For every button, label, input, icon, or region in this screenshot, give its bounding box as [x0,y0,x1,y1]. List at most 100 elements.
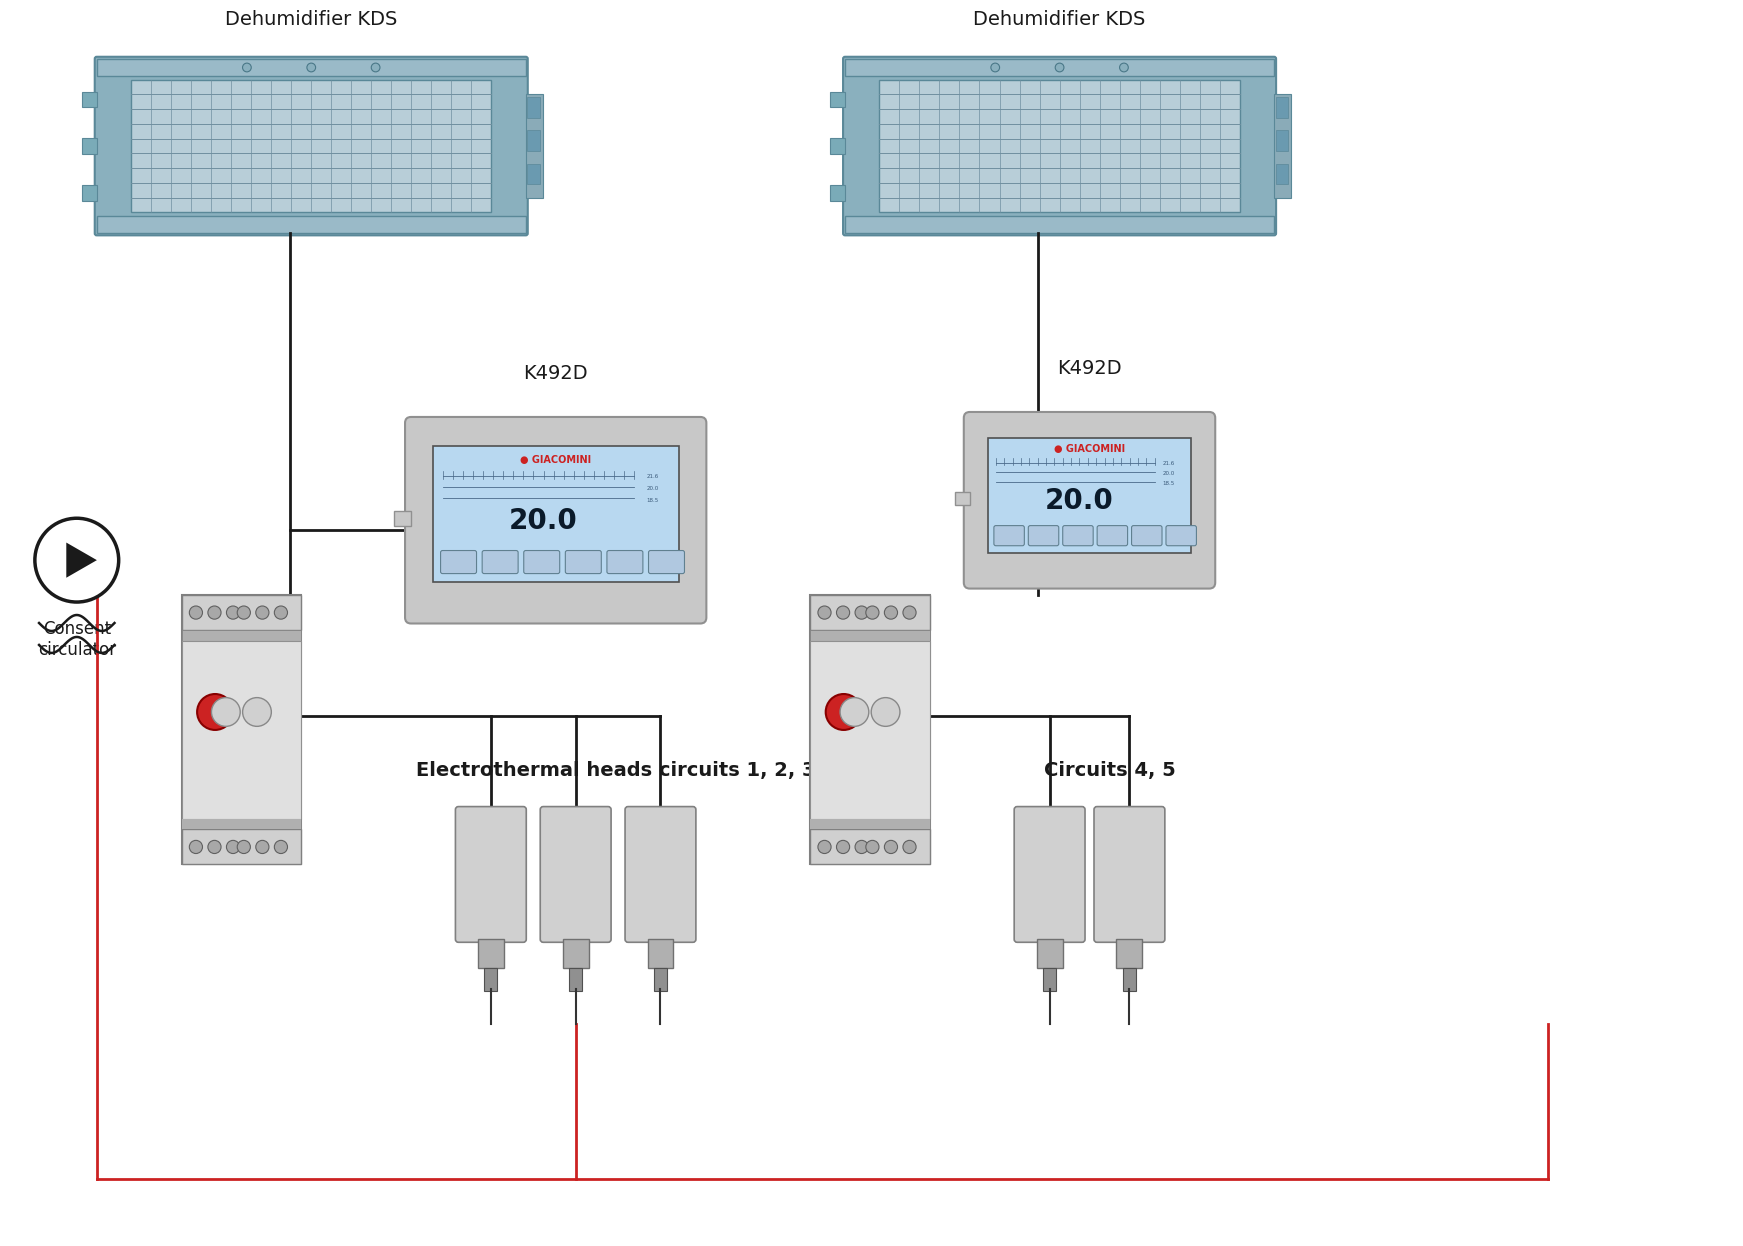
Bar [181,830,302,865]
FancyBboxPatch shape [441,551,476,573]
Text: Circuits 4, 5: Circuits 4, 5 [1044,760,1175,780]
FancyBboxPatch shape [1028,526,1058,546]
Circle shape [242,64,251,72]
Bar [810,819,929,830]
Circle shape [1119,64,1128,72]
Bar [181,630,302,640]
Circle shape [227,840,239,854]
Text: 18.5: 18.5 [647,498,659,503]
Bar [1117,939,1142,968]
Text: Dehumidifier KDS: Dehumidifier KDS [973,10,1145,29]
Text: 20.0: 20.0 [1046,487,1114,515]
Circle shape [837,840,849,854]
Bar [181,819,302,830]
Circle shape [242,698,272,726]
FancyBboxPatch shape [565,551,601,573]
Circle shape [256,840,268,854]
Bar [563,939,589,968]
Bar [570,968,582,991]
Text: K492D: K492D [1058,359,1122,378]
Bar [845,216,1274,233]
Circle shape [256,606,268,619]
Bar [647,939,673,968]
Text: Electrothermal heads circuits 1, 2, 3: Electrothermal heads circuits 1, 2, 3 [417,760,816,780]
Circle shape [207,840,221,854]
Bar [810,640,929,819]
Circle shape [227,606,239,619]
Bar [1276,97,1288,118]
Bar [830,184,845,201]
FancyBboxPatch shape [844,57,1276,235]
Text: 18.5: 18.5 [1163,481,1175,486]
Circle shape [856,840,868,854]
FancyBboxPatch shape [1014,806,1086,942]
Bar [131,80,492,212]
Bar [1274,93,1292,198]
FancyBboxPatch shape [540,806,612,942]
Circle shape [190,606,202,619]
Text: 20.0: 20.0 [509,507,577,536]
Bar [1276,163,1288,184]
Circle shape [371,64,380,72]
Circle shape [990,64,999,72]
Circle shape [884,840,898,854]
Bar [181,640,302,819]
Circle shape [817,840,831,854]
Circle shape [817,606,831,619]
Bar [810,830,929,865]
FancyBboxPatch shape [94,57,528,235]
Bar [1276,131,1288,151]
Circle shape [840,698,868,726]
FancyBboxPatch shape [1063,526,1093,546]
Bar [96,216,526,233]
Circle shape [274,606,288,619]
Circle shape [211,698,241,726]
Bar [528,163,540,184]
Bar [181,596,302,630]
Bar [528,131,540,151]
FancyBboxPatch shape [483,551,518,573]
Text: 20.0: 20.0 [1163,471,1175,476]
Bar [830,138,845,155]
Bar [82,184,96,201]
Circle shape [826,694,861,730]
Bar [955,492,969,505]
Bar [1122,968,1136,991]
Circle shape [1055,64,1063,72]
Bar [181,819,302,830]
FancyBboxPatch shape [523,551,560,573]
Circle shape [197,694,234,730]
Text: 20.0: 20.0 [647,486,659,491]
Bar [810,819,929,830]
Polygon shape [66,542,98,578]
FancyBboxPatch shape [1166,526,1196,546]
Circle shape [872,698,899,726]
Bar [810,630,929,640]
Bar [830,91,845,107]
Circle shape [884,606,898,619]
FancyBboxPatch shape [1096,526,1128,546]
Circle shape [190,840,202,854]
Circle shape [837,606,849,619]
FancyBboxPatch shape [607,551,643,573]
Text: 21.6: 21.6 [647,473,659,478]
FancyBboxPatch shape [626,806,695,942]
FancyBboxPatch shape [648,551,685,573]
Bar [181,596,302,865]
Text: Dehumidifier KDS: Dehumidifier KDS [225,10,397,29]
Circle shape [856,606,868,619]
Circle shape [903,606,917,619]
Circle shape [35,518,119,602]
FancyBboxPatch shape [964,412,1215,588]
FancyBboxPatch shape [994,526,1025,546]
FancyBboxPatch shape [1095,806,1164,942]
Bar [1042,968,1056,991]
Bar [432,446,678,582]
Bar [810,596,929,630]
Bar [880,80,1239,212]
Bar [526,93,542,198]
Bar [528,97,540,118]
FancyBboxPatch shape [1131,526,1163,546]
Bar [96,59,526,76]
Circle shape [237,606,251,619]
